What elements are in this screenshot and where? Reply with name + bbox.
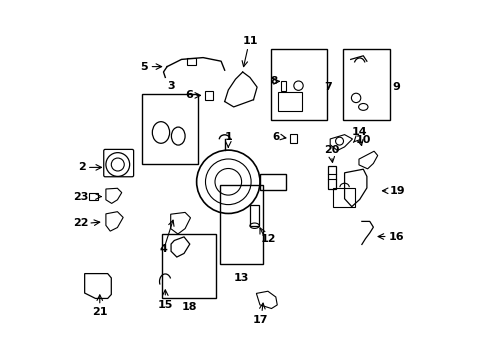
Text: 14: 14: [351, 127, 367, 137]
Text: 5: 5: [141, 62, 148, 72]
Text: 8: 8: [270, 76, 278, 86]
Text: 19: 19: [388, 186, 404, 196]
Text: 23: 23: [73, 192, 88, 202]
Bar: [260, 174, 285, 190]
Text: 4: 4: [160, 244, 167, 254]
Text: 22: 22: [73, 218, 89, 228]
Bar: [277, 92, 302, 111]
Bar: [186, 58, 196, 65]
Text: 15: 15: [157, 300, 173, 310]
Text: 10: 10: [355, 135, 371, 145]
Bar: [280, 81, 285, 91]
Text: 11: 11: [242, 36, 258, 46]
Text: 18: 18: [182, 302, 197, 312]
Text: 12: 12: [261, 234, 276, 244]
Bar: [332, 188, 355, 207]
Bar: [271, 49, 326, 120]
Text: 16: 16: [387, 231, 403, 242]
Text: 17: 17: [252, 315, 267, 325]
Bar: [142, 94, 197, 164]
Bar: [220, 185, 263, 264]
Bar: [162, 234, 216, 298]
Text: 9: 9: [392, 82, 400, 92]
Text: 13: 13: [233, 273, 249, 283]
Bar: [204, 91, 212, 100]
Text: 6: 6: [272, 132, 279, 142]
Bar: [327, 166, 336, 189]
Text: 3: 3: [166, 81, 174, 91]
Text: 6: 6: [185, 90, 193, 100]
Text: 21: 21: [92, 307, 107, 318]
Bar: [88, 193, 98, 200]
Text: 20: 20: [323, 145, 339, 155]
Text: 7: 7: [324, 82, 331, 92]
Bar: [342, 49, 389, 120]
Bar: [289, 134, 297, 143]
Text: 2: 2: [78, 162, 85, 172]
Bar: [249, 205, 259, 226]
Text: 1: 1: [224, 132, 232, 142]
